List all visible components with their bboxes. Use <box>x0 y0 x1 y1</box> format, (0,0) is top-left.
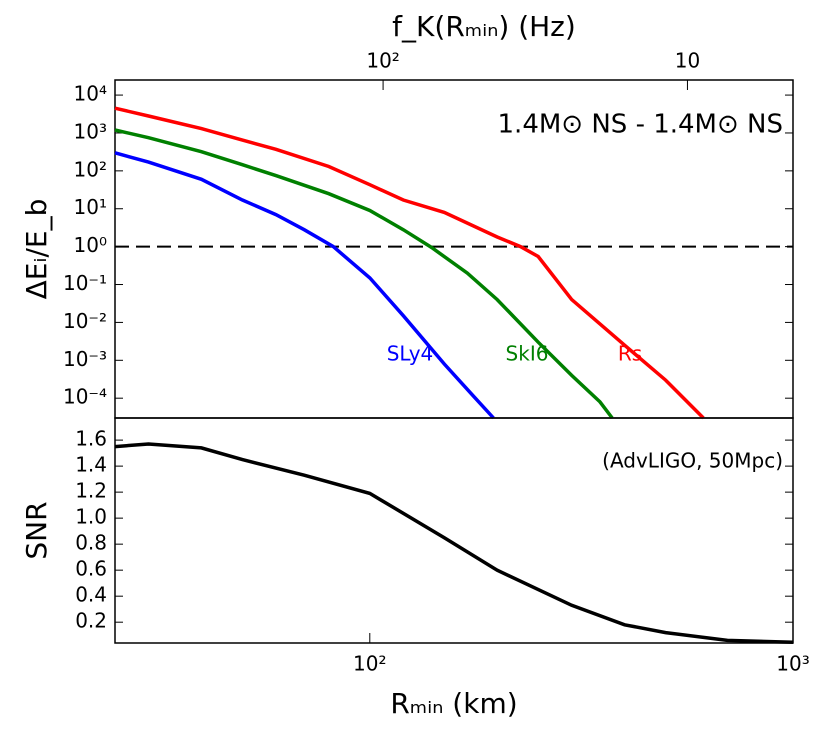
x-tick-label: 10³ <box>776 652 809 676</box>
series-line <box>114 106 705 420</box>
y-tick-label: 0.2 <box>75 609 107 633</box>
y-tick-label: 0.4 <box>75 583 107 607</box>
x-axis-label: Rₘᵢₙ (km) <box>390 687 517 720</box>
x2-axis-label: f_K(Rₘᵢₙ) (Hz) <box>392 10 576 43</box>
x2-tick-label: 10² <box>366 49 399 73</box>
annotation: 1.4M⊙ NS - 1.4M⊙ NS <box>498 110 783 140</box>
y-tick-label: 10¹ <box>74 195 107 219</box>
x2-tick-label: 10 <box>675 49 700 73</box>
y-tick-label: 10⁻² <box>63 309 107 333</box>
series-label: SkI6 <box>506 342 549 366</box>
y-tick-label: 10⁻¹ <box>63 271 107 295</box>
y-tick-label: 10⁴ <box>74 82 107 106</box>
y-tick-label: 0.8 <box>75 531 107 555</box>
plot-frame <box>114 417 794 644</box>
y-tick-label: 1.6 <box>75 427 107 451</box>
y-tick-label: 1.0 <box>75 505 107 529</box>
annotation: (AdvLIGO, 50Mpc) <box>602 449 783 473</box>
series-line <box>114 442 794 645</box>
y-tick-label: 1.2 <box>75 479 107 503</box>
y-axis-label: SNR <box>20 501 53 559</box>
x-tick-label: 10² <box>353 652 386 676</box>
y-tick-label: 1.4 <box>75 453 107 477</box>
y-tick-label: 10² <box>74 157 107 181</box>
series-label: SLy4 <box>387 342 434 366</box>
y-tick-label: 0.6 <box>75 557 107 581</box>
series-label: Rs <box>618 342 642 366</box>
series-line <box>114 128 614 420</box>
y-tick-label: 10⁻³ <box>63 347 107 371</box>
y-tick-label: 10³ <box>74 119 107 143</box>
y-tick-label: 10⁻⁴ <box>63 385 107 409</box>
y-axis-label: ΔEᵢ/E_b <box>20 199 53 300</box>
y-tick-label: 10⁰ <box>74 233 107 257</box>
series-line <box>114 151 495 420</box>
